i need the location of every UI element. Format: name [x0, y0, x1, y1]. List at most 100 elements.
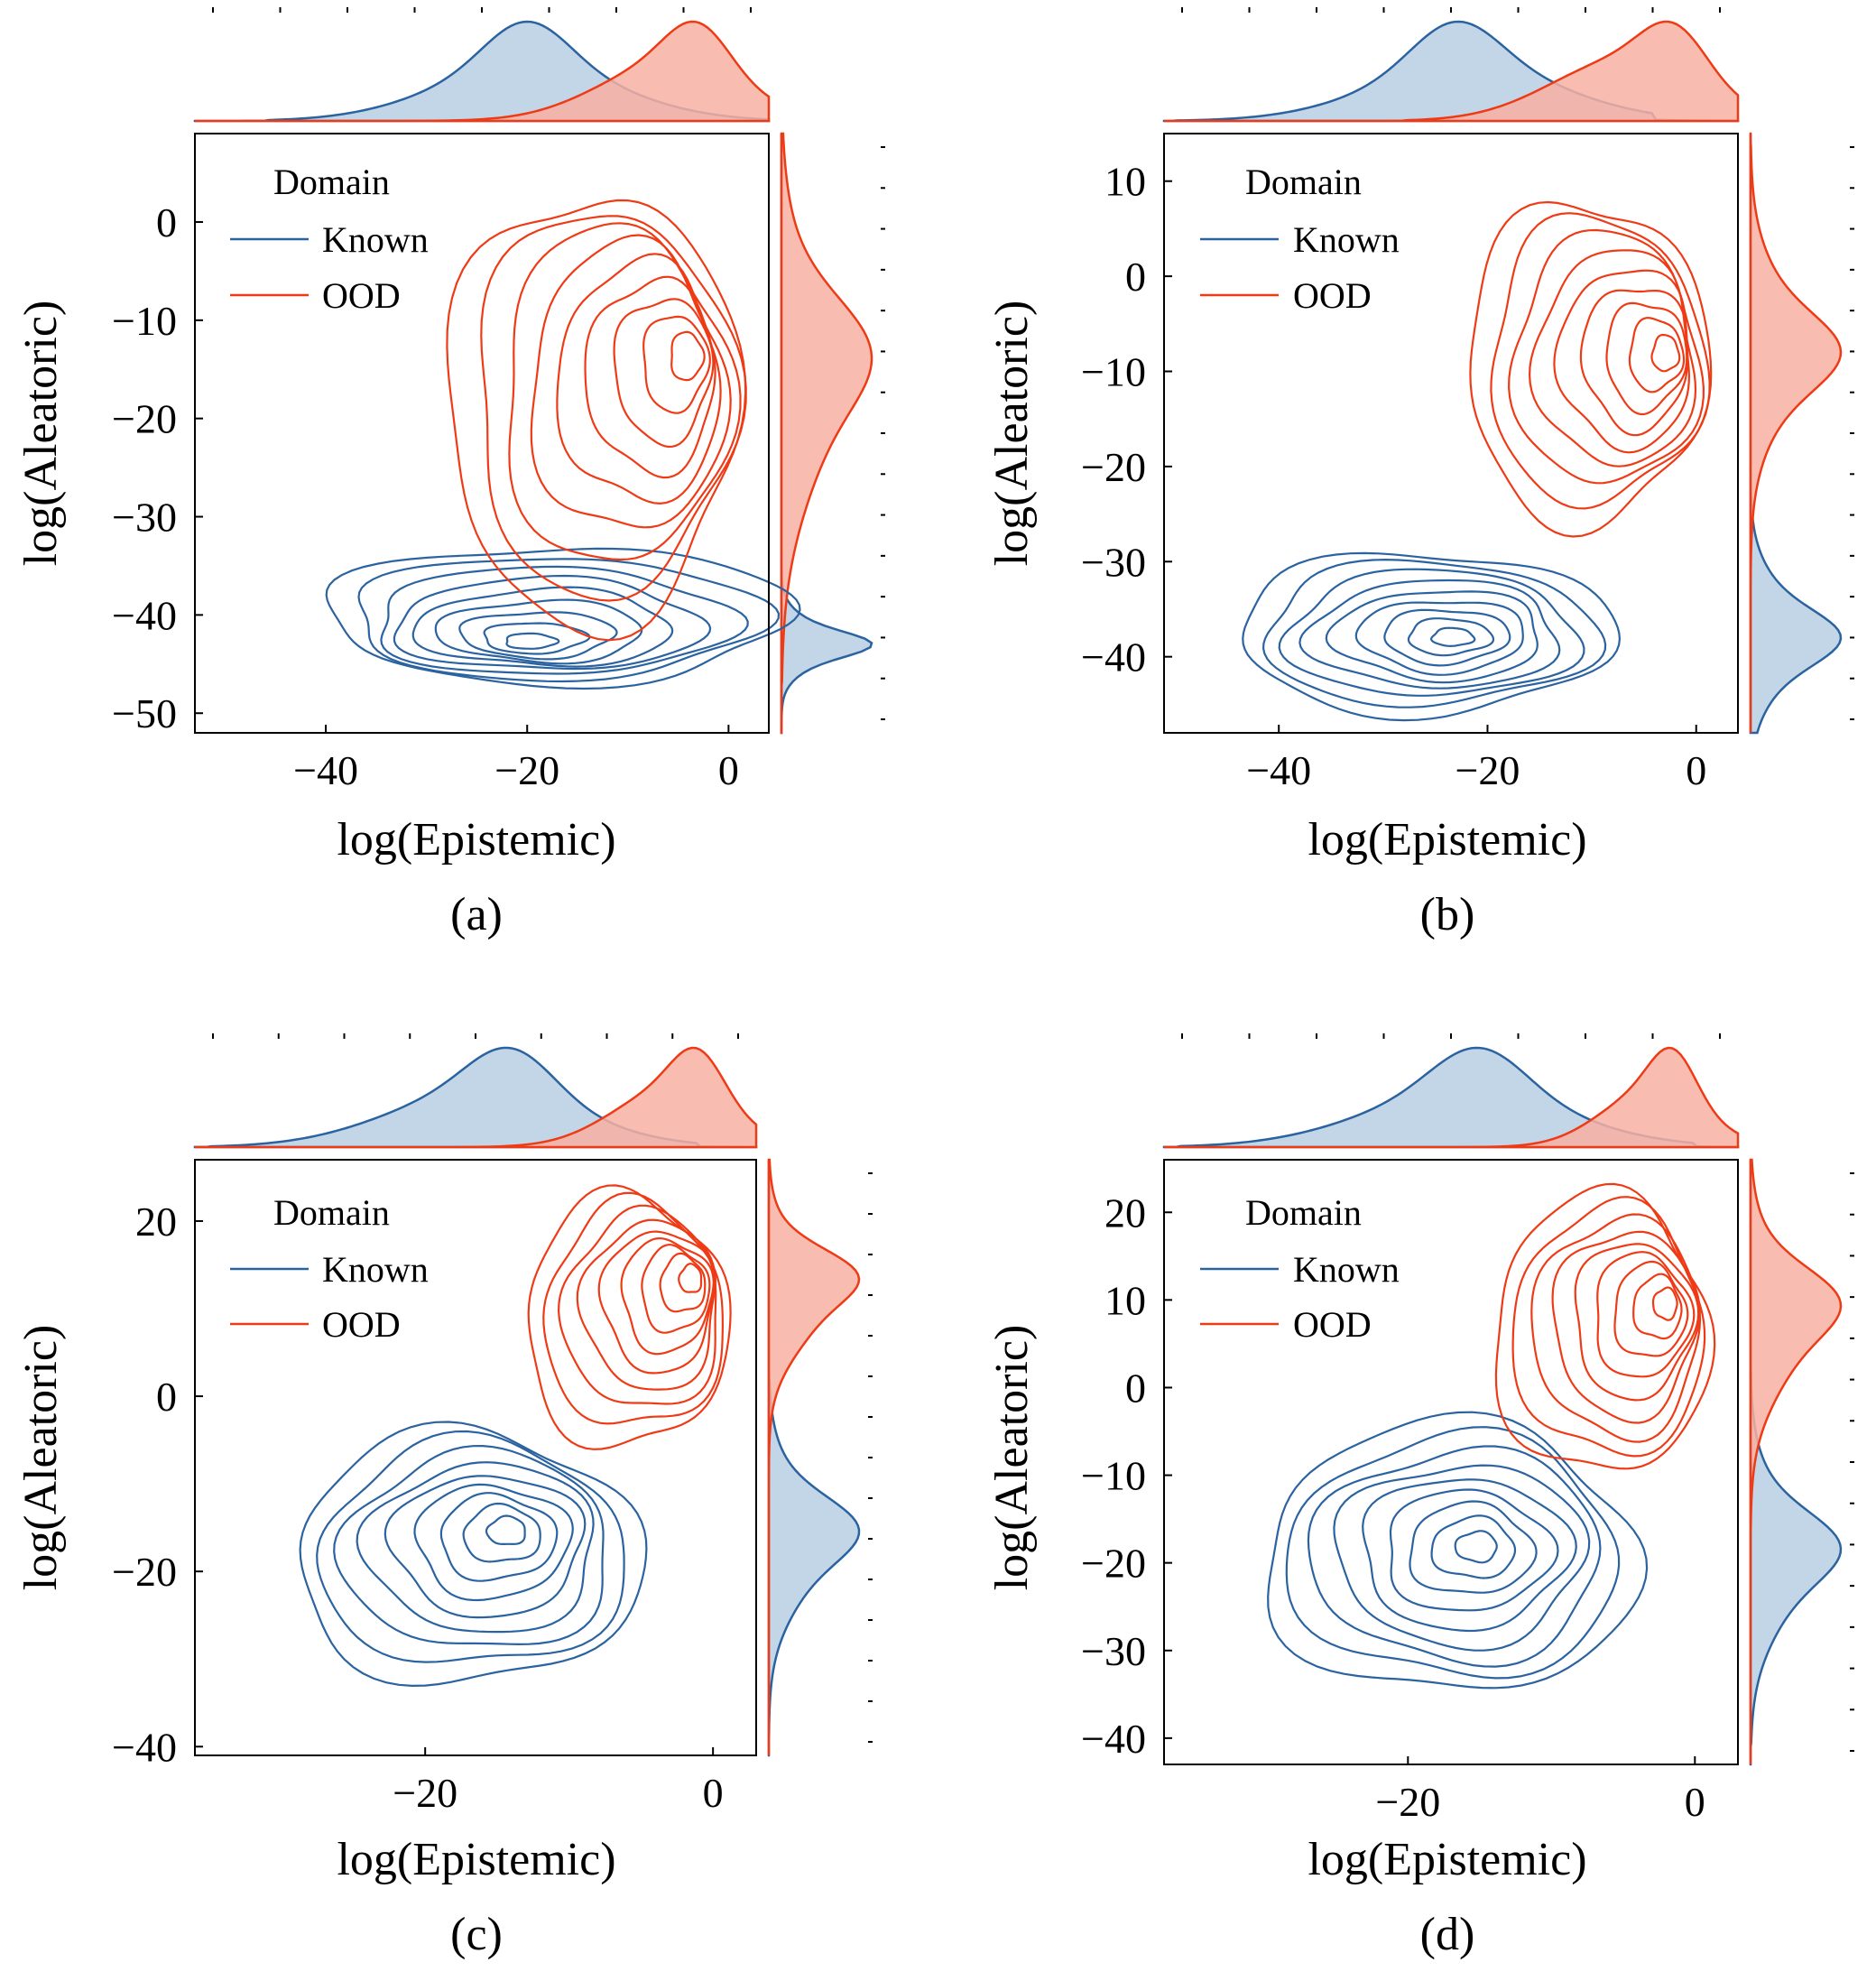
panel-c-ticks: −20 0 20 0 −20 −40: [112, 1199, 724, 1816]
panel-a-contour-known-level-4: [393, 574, 712, 671]
panel-c-y-label: log(Aleatoric): [15, 1325, 67, 1591]
panel-b-xtick-label: −40: [1246, 747, 1311, 793]
panel-a-x-label: log(Epistemic): [337, 814, 615, 866]
panel-d-contour-ood-level-9: [1651, 1286, 1678, 1321]
panel-b-ytick-label: −40: [1081, 634, 1146, 680]
panel-c-contour-ood-level-8: [659, 1252, 707, 1313]
panel-b-plot-frame: [1163, 133, 1739, 734]
panel-d-top-marginal: [1162, 1033, 1740, 1149]
panel-a-contour-ood-level-5: [556, 253, 722, 505]
panel-b-contour-ood-level-6: [1579, 289, 1689, 437]
panel-c-legend-title: Domain: [273, 1192, 390, 1233]
panel-b-contour-ood-level-5: [1553, 269, 1691, 454]
panel-c-legend-ood-label: OOD: [322, 1304, 401, 1345]
panel-d-contour-known-level-3: [1307, 1445, 1602, 1668]
panel-c-contour-known-level-1: [299, 1421, 648, 1688]
panel-b-ytick-label: −20: [1081, 444, 1146, 490]
panel-a-contour-known-level-8: [483, 622, 591, 655]
panel-b-contour-known-level-9: [1429, 626, 1476, 648]
panel-c-xtick-label: −20: [393, 1770, 457, 1816]
panel-c-ytick-label: −20: [112, 1549, 177, 1595]
panel-d-right-density-ood: [1749, 1158, 1843, 1764]
panel-a-contour-ood-level-4: [530, 234, 732, 529]
panel-b-contour-known-level-5: [1325, 590, 1539, 684]
panel-d-ytick-label: 20: [1104, 1190, 1146, 1236]
panel-d-contour-ood-level-5: [1574, 1243, 1700, 1402]
panel-a-contour-known-level-2: [357, 558, 781, 683]
panel-b-contour-known-level-4: [1298, 579, 1561, 690]
panel-a-contour-ood-level-9: [670, 330, 706, 382]
panel-b-contour-known-level-8: [1407, 617, 1495, 657]
panel-d-contour-ood-level-1: [1494, 1182, 1716, 1470]
panel-a-ytick-label: −30: [112, 495, 177, 541]
panel-d-contour-known-level-2: [1285, 1426, 1621, 1680]
panel-a-xtick-label: −20: [494, 747, 559, 793]
panel-a-ytick-label: −40: [112, 592, 177, 638]
panel-c-contour-known-level-9: [485, 1514, 526, 1546]
panel-b-contour-ood-level-9: [1650, 333, 1681, 373]
panel-b-ytick-label: −30: [1081, 539, 1146, 585]
panel-b-contour-ood-level-8: [1628, 317, 1686, 393]
panel-a-ytick-label: −10: [112, 298, 177, 344]
panel-a-y-label: log(Aleatoric): [15, 301, 67, 567]
panel-c-legend-known-label: Known: [322, 1249, 429, 1290]
panel-a-contour-ood-level-8: [642, 315, 711, 414]
panel-d-contour-known-level-8: [1430, 1514, 1517, 1579]
panel-c-right-marginal: [767, 1158, 873, 1757]
panel-c-contour-ood-level-3: [557, 1204, 717, 1405]
panel-b-y-label: log(Aleatoric): [986, 301, 1038, 567]
panel-a-top-density-ood: [195, 20, 771, 123]
panel-d-top-density-ood: [1164, 1046, 1740, 1149]
panel-c-ytick-label: 20: [135, 1199, 177, 1245]
panel-c-x-label: log(Epistemic): [337, 1834, 615, 1885]
panel-b-legend: Domain Known OOD: [1200, 162, 1400, 316]
panel-a-contour-ood-level-2: [480, 215, 747, 602]
panel-d-ytick-label: −20: [1081, 1541, 1146, 1587]
panel-a-legend-ood-label: OOD: [322, 275, 401, 316]
panel-a-contour-known-level-7: [458, 611, 618, 661]
panel-a-xtick-label: 0: [718, 747, 739, 793]
panel-a-legend: Domain Known OOD: [230, 162, 429, 316]
panel-d-ytick-label: −40: [1081, 1716, 1146, 1762]
panel-d-ytick-label: −10: [1081, 1453, 1146, 1499]
panel-a-caption: (a): [450, 889, 503, 940]
panel-b-contour-ood-level-7: [1605, 301, 1688, 416]
panel-c-top-density-ood: [195, 1046, 758, 1149]
panel-a-xtick-label: −40: [293, 747, 358, 793]
panel-c-contour-known-level-4: [356, 1461, 595, 1634]
panel-d-contour-ood-level-7: [1613, 1260, 1689, 1357]
panel-d-contour-ood-level-6: [1596, 1251, 1696, 1378]
panel-b-ytick-label: 10: [1104, 159, 1146, 205]
panel-d-x-label: log(Epistemic): [1308, 1834, 1586, 1885]
panel-a-contour-known-level-6: [434, 598, 643, 665]
panel-b-ytick-label: 0: [1125, 254, 1146, 300]
panel-d-legend-known-label: Known: [1293, 1249, 1400, 1290]
panel-b-top-density-ood: [1164, 20, 1740, 123]
panel-b-x-label: log(Epistemic): [1308, 814, 1586, 866]
panel-b-xtick-label: −20: [1455, 747, 1520, 793]
panel-a-contour-known-level-1: [325, 547, 801, 690]
panel-d-contour-known-level-9: [1454, 1530, 1498, 1564]
panel-b-legend-title: Domain: [1245, 162, 1362, 202]
panel-a-contour-ood-level-6: [584, 275, 716, 479]
panel-c-contour-known-level-5: [384, 1475, 587, 1619]
panel-c-legend: Domain Known OOD: [230, 1192, 429, 1345]
panel-b-contour-known-level-7: [1383, 608, 1511, 667]
panel-d-right-marginal: [1749, 1158, 1854, 1766]
panel-b-contour-ood-level-3: [1507, 228, 1705, 485]
panel-a-contour-ood-level-1: [446, 199, 747, 642]
panel-c-contour-ood-level-1: [527, 1184, 732, 1450]
panel-b-contour-ood-level-2: [1490, 212, 1711, 510]
panel-c-contour-known-level-6: [413, 1483, 574, 1602]
panel-b-contour-known-level-6: [1354, 601, 1524, 676]
panel-a: −40 −20 0 0 −10 −20 −30 −40 −50 Domain Known OOD…: [15, 7, 885, 940]
panel-c-contour-known-level-7: [439, 1492, 559, 1582]
panel-d: −20 0 20 10 0 −10 −20 −30 −40 Domain Known OOD l…: [986, 1033, 1854, 1960]
panel-b-right-marginal: [1749, 132, 1854, 735]
panel-d-contour-ood-level-4: [1551, 1230, 1701, 1424]
panel-d-y-label: log(Aleatoric): [986, 1325, 1038, 1591]
panel-b-contour-known-level-2: [1261, 558, 1607, 708]
panel-a-ytick-label: 0: [156, 199, 177, 245]
panel-c-contour-known-level-3: [333, 1444, 605, 1646]
